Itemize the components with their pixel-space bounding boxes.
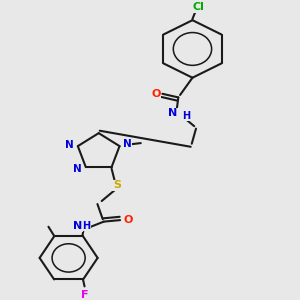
Text: Cl: Cl (193, 2, 205, 13)
Text: S: S (113, 180, 121, 190)
Text: O: O (123, 215, 133, 225)
Text: N: N (64, 140, 74, 150)
Text: H: H (82, 221, 91, 231)
Text: F: F (81, 290, 88, 300)
Text: H: H (182, 111, 190, 121)
Text: N: N (73, 164, 81, 174)
Text: N: N (123, 139, 132, 149)
Text: N: N (168, 109, 178, 118)
Text: N: N (73, 221, 82, 231)
Text: O: O (151, 89, 161, 99)
